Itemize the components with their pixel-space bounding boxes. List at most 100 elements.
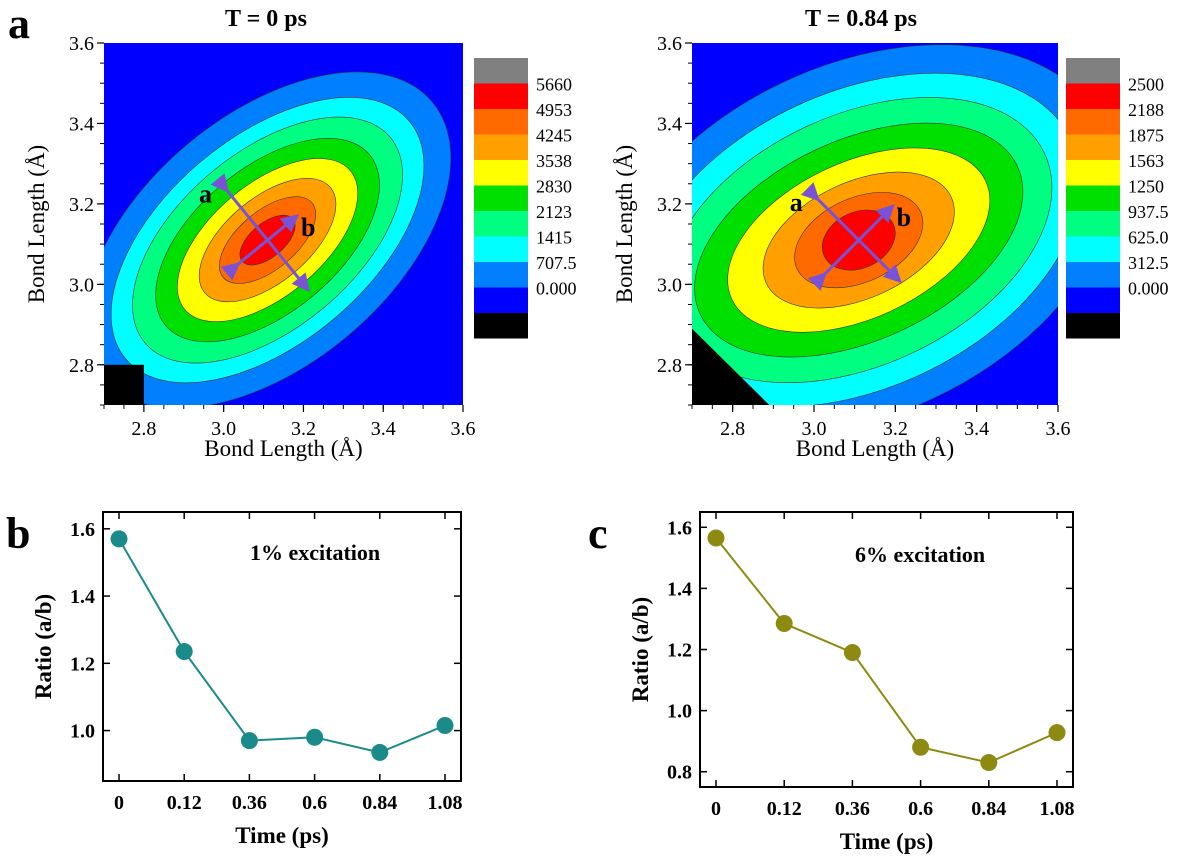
- y-tick-label: 1.0: [70, 721, 95, 743]
- x-axis-label: Time (ps): [840, 829, 934, 854]
- colorbar-label: 2500: [1128, 75, 1164, 95]
- y-tick-label: 2.8: [657, 355, 682, 377]
- y-tick-label: 1.4: [667, 578, 692, 600]
- colorbar-swatch: [474, 236, 528, 262]
- data-point: [110, 530, 128, 548]
- y-tick-label: 2.8: [69, 355, 94, 377]
- axis-label-a: a: [790, 188, 803, 217]
- data-point: [707, 529, 725, 547]
- x-tick-label: 0.84: [362, 792, 397, 814]
- y-tick-label: 3.2: [657, 194, 682, 216]
- y-axis-label: Bond Length (Å): [612, 145, 637, 303]
- x-tick-label: 0: [114, 792, 124, 814]
- colorbar-swatch: [1066, 287, 1120, 313]
- y-tick-label: 1.2: [667, 640, 692, 662]
- colorbar-label: 707.5: [536, 253, 577, 273]
- x-tick-label: 2.8: [720, 418, 745, 440]
- data-point: [240, 732, 258, 750]
- colorbar-swatch: [474, 287, 528, 313]
- x-tick-label: 3.2: [883, 418, 908, 440]
- y-tick-label: 0.8: [667, 762, 692, 784]
- contour-title-right: T = 0.84 ps: [805, 6, 917, 32]
- colorbar-swatch: [1066, 262, 1120, 288]
- colorbar-swatch: [1066, 83, 1120, 109]
- axis-label-b: b: [301, 213, 315, 242]
- contour-title-left: T = 0 ps: [225, 6, 307, 32]
- data-point: [436, 717, 454, 735]
- colorbar-swatch: [1066, 211, 1120, 237]
- x-tick-label: 0.6: [302, 792, 327, 814]
- x-axis-label: Bond Length (Å): [796, 436, 954, 461]
- colorbar-swatch: [474, 185, 528, 211]
- colorbar-swatch: [1066, 109, 1120, 135]
- x-tick-label: 0.84: [971, 798, 1006, 820]
- colorbar-label: 1415: [536, 228, 572, 248]
- axis-label-a: a: [199, 180, 212, 209]
- colorbar-swatch: [1066, 160, 1120, 186]
- x-axis-label: Bond Length (Å): [204, 436, 362, 461]
- colorbar-swatch: [474, 211, 528, 237]
- colorbar-label: 2830: [536, 177, 572, 197]
- x-tick-label: 0.12: [167, 792, 202, 814]
- colorbar-label: 0.000: [1128, 279, 1169, 299]
- colorbar-swatch: [474, 83, 528, 109]
- panel-label-a: a: [8, 0, 30, 48]
- colorbar-swatch: [1066, 236, 1120, 262]
- x-tick-label: 1.08: [428, 792, 463, 814]
- data-point: [371, 743, 389, 761]
- y-axis-label: Ratio (a/b): [31, 594, 56, 699]
- x-tick-label: 3.0: [802, 418, 827, 440]
- x-axis-label: Time (ps): [235, 823, 329, 848]
- x-tick-label: 1.08: [1040, 798, 1075, 820]
- data-point: [306, 728, 324, 746]
- panel-label-c: c: [588, 509, 608, 558]
- colorbar-swatch: [1066, 185, 1120, 211]
- excitation-annotation: 6% excitation: [855, 542, 985, 567]
- x-tick-label: 3.6: [451, 418, 476, 440]
- colorbar-label: 3538: [536, 151, 572, 171]
- below-range-region: [692, 328, 770, 405]
- colorbar-label: 5660: [536, 75, 572, 95]
- plot-frame: [102, 511, 462, 782]
- data-point: [980, 754, 998, 772]
- x-tick-label: 0.6: [908, 798, 933, 820]
- colorbar-swatch: [1066, 58, 1120, 84]
- y-tick-label: 3.4: [69, 113, 94, 135]
- colorbar-swatch: [1066, 134, 1120, 160]
- data-point: [912, 738, 930, 756]
- colorbar-label: 937.5: [1128, 202, 1169, 222]
- data-point: [1048, 724, 1066, 742]
- y-tick-label: 1.6: [70, 519, 95, 541]
- below-range-region: [104, 364, 144, 405]
- y-tick-label: 3.2: [69, 194, 94, 216]
- colorbar-swatch: [474, 262, 528, 288]
- x-tick-label: 3.0: [211, 418, 236, 440]
- colorbar-swatch: [474, 109, 528, 135]
- ratio-plot-0: [102, 511, 462, 782]
- x-tick-label: 3.2: [291, 418, 316, 440]
- x-tick-label: 0.36: [232, 792, 267, 814]
- colorbar-label: 4953: [536, 100, 572, 120]
- series-line: [118, 538, 446, 754]
- ratio-plot-1: [699, 511, 1074, 788]
- excitation-annotation: 1% excitation: [250, 540, 380, 565]
- y-tick-label: 1.6: [667, 517, 692, 539]
- colorbar-swatch: [474, 58, 528, 84]
- colorbar-swatch: [474, 313, 528, 339]
- colorbar-swatch: [474, 134, 528, 160]
- arrow-b-minor-axis: [807, 204, 895, 292]
- x-tick-label: 0.12: [767, 798, 802, 820]
- x-tick-label: 2.8: [131, 418, 156, 440]
- y-tick-label: 3.0: [657, 274, 682, 296]
- y-axis-label: Bond Length (Å): [24, 145, 49, 303]
- contour-plot-0: [97, 42, 528, 412]
- colorbar-swatch: [474, 160, 528, 186]
- x-tick-label: 3.6: [1046, 418, 1071, 440]
- colorbar-label: 625.0: [1128, 228, 1169, 248]
- arrow-b-minor-axis: [220, 214, 300, 281]
- x-tick-label: 3.4: [964, 418, 989, 440]
- contour-plot-1: [685, 42, 1120, 412]
- colorbar-label: 4245: [536, 126, 572, 146]
- axis-label-b: b: [897, 203, 911, 232]
